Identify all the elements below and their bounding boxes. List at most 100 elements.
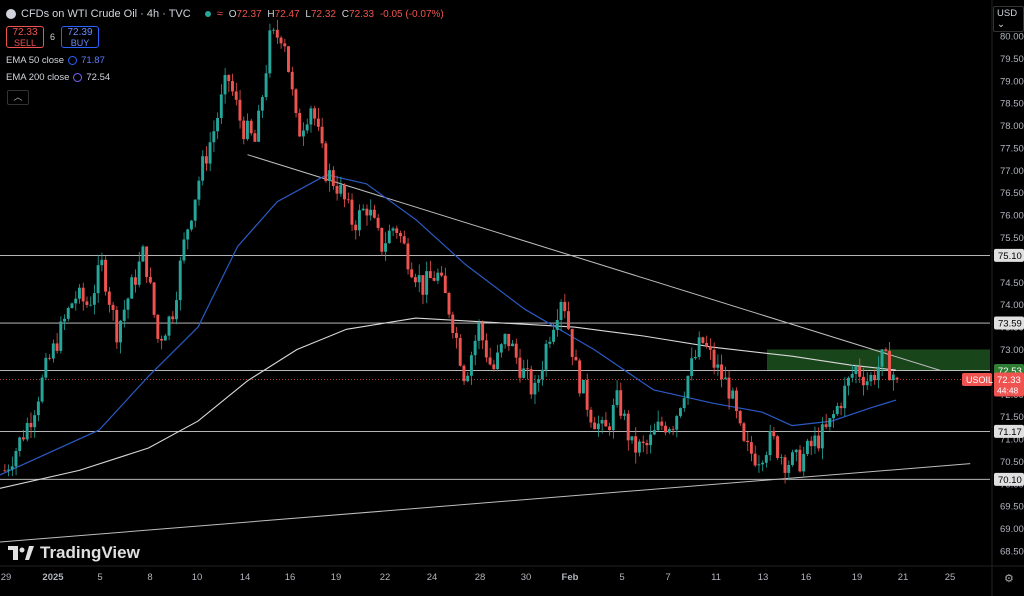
candle xyxy=(690,347,694,381)
candle xyxy=(391,226,395,237)
candle xyxy=(425,261,429,304)
level-tag xyxy=(994,424,1024,438)
time-tick-label: 14 xyxy=(240,572,251,583)
candle xyxy=(447,291,451,319)
candles xyxy=(3,19,899,484)
indicator-label: EMA 200 close xyxy=(6,72,70,83)
candle xyxy=(839,402,843,416)
candle xyxy=(238,89,242,129)
symbol-tag xyxy=(962,372,992,386)
candle xyxy=(264,65,268,101)
indicator-value: 72.54 xyxy=(86,72,111,83)
candle xyxy=(428,260,432,279)
candle xyxy=(421,275,425,305)
candle xyxy=(809,436,813,456)
candle xyxy=(399,230,402,243)
candle xyxy=(518,348,522,383)
candle xyxy=(552,324,556,345)
candle xyxy=(346,192,350,204)
countdown-label: 44:48 xyxy=(997,385,1019,395)
indicator-ema50[interactable]: EMA 50 close 71.87 xyxy=(6,55,105,66)
candle xyxy=(122,299,126,328)
buy-button[interactable]: 72.39 BUY xyxy=(61,26,100,48)
ohlc-change: -0.05 (-0.07%) xyxy=(379,8,444,20)
currency-selector[interactable]: USD ⌄ xyxy=(993,6,1024,32)
candle xyxy=(85,296,89,308)
candle xyxy=(708,338,712,360)
candle xyxy=(544,339,548,377)
candle xyxy=(876,356,880,389)
candle xyxy=(167,315,171,341)
candle xyxy=(820,417,824,460)
candle xyxy=(567,301,570,330)
candle xyxy=(152,281,156,318)
candle xyxy=(242,116,246,145)
level-tag-label: 70.10 xyxy=(998,475,1022,486)
candle xyxy=(440,265,444,278)
candle xyxy=(14,447,18,476)
ohlc-low: 72.32 xyxy=(310,8,336,20)
symbol-title[interactable]: CFDs on WTI Crude Oil · 4h · TVC xyxy=(21,8,191,20)
time-tick-label: 5 xyxy=(97,572,102,583)
candle xyxy=(693,349,697,360)
ohlc-high-key: H xyxy=(267,8,275,20)
candle xyxy=(697,331,701,360)
candle xyxy=(417,264,421,293)
candle xyxy=(473,335,477,366)
last-price-tag xyxy=(994,372,1024,397)
price-tick-label: 75.50 xyxy=(1000,233,1024,244)
price-axis[interactable]: 80.00 79.50 79.00 78.50 78.00 77.50 77.00 76.50… xyxy=(962,0,1024,596)
candle xyxy=(55,333,59,354)
time-tick-label: 7 xyxy=(665,572,670,583)
candle xyxy=(111,301,115,321)
candle xyxy=(846,376,850,396)
candle xyxy=(678,407,682,418)
candle xyxy=(21,429,25,442)
tradingview-mark-icon xyxy=(8,546,34,560)
candle xyxy=(514,338,518,364)
candle xyxy=(746,431,750,452)
candle xyxy=(604,412,608,427)
price-tick-label: 76.00 xyxy=(1000,211,1024,222)
sell-button[interactable]: 72.33 SELL xyxy=(6,26,44,48)
chevron-down-icon: ⌄ xyxy=(997,19,1005,30)
candle xyxy=(858,358,862,383)
candle xyxy=(798,445,802,473)
collapse-legend-button[interactable]: ︿ xyxy=(7,90,29,105)
settings-gear-icon[interactable]: ⚙ xyxy=(1004,573,1014,585)
price-tick-label: 78.50 xyxy=(1000,99,1024,110)
candle xyxy=(645,439,649,455)
candle xyxy=(749,436,753,462)
candle xyxy=(171,311,175,324)
candle xyxy=(574,349,578,361)
candle xyxy=(492,359,496,372)
candle xyxy=(667,427,671,435)
candle xyxy=(891,371,895,391)
candle xyxy=(768,424,772,461)
candle xyxy=(283,38,287,52)
candle xyxy=(496,344,500,372)
candle xyxy=(589,406,593,428)
ohlc-low-key: L xyxy=(305,8,311,20)
price-tick-label: 70.50 xyxy=(1000,457,1024,468)
candle xyxy=(335,175,339,201)
candle xyxy=(727,370,731,410)
time-tick-label: 24 xyxy=(427,572,438,583)
candle xyxy=(197,176,201,206)
candle xyxy=(723,366,727,380)
ohlc-open-key: O xyxy=(228,8,237,20)
candle xyxy=(137,251,141,288)
indicator-ema200[interactable]: EMA 200 close 72.54 xyxy=(6,72,110,83)
data-icon: ≈ xyxy=(216,8,223,20)
candle xyxy=(402,230,406,245)
time-axis[interactable]: 29 2025 5 8 10 14 16 19 22 24 28 30 Feb 5 7 11 13 16 19 21 2… xyxy=(0,565,1024,583)
time-tick-label: Feb xyxy=(562,572,579,583)
level-tag-label: 72.53 xyxy=(998,366,1022,377)
candle xyxy=(477,319,481,350)
candle xyxy=(384,232,388,261)
candle xyxy=(824,413,828,429)
price-tick-label: 77.00 xyxy=(1000,166,1024,177)
candle xyxy=(503,333,507,349)
price-tick-label: 80.00 xyxy=(1000,32,1024,43)
